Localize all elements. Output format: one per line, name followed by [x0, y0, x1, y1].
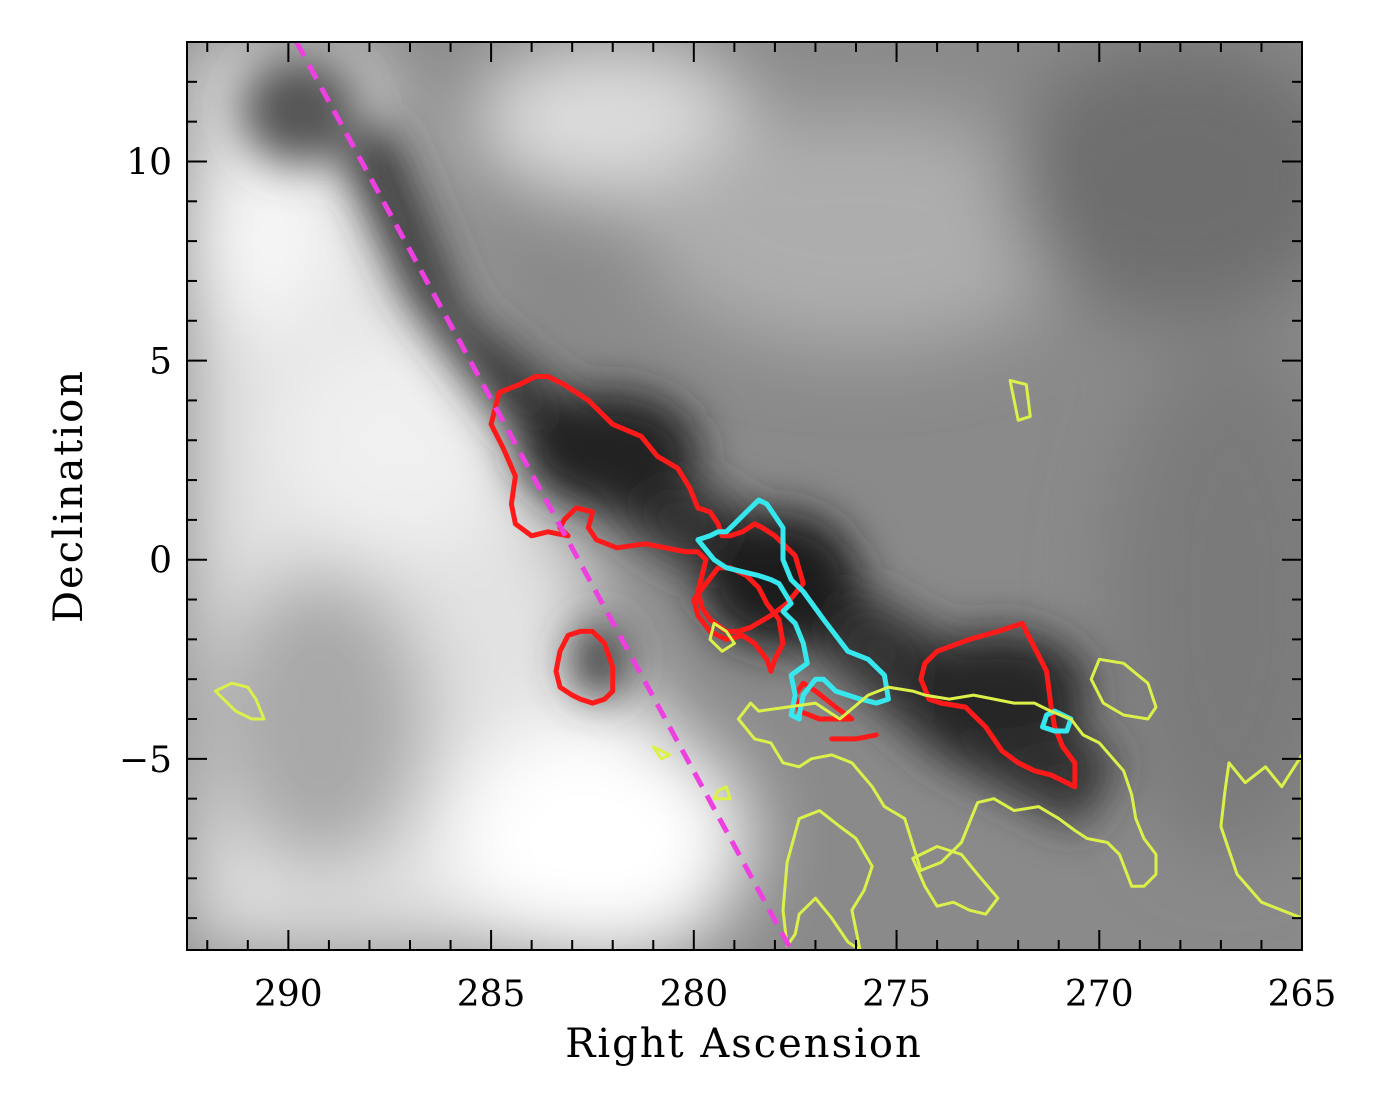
contour-13: [1219, 753, 1302, 920]
contour-9: [736, 685, 1158, 888]
contour-17: [1008, 379, 1032, 422]
x-axis: 290 285 280 275 270 265: [206, 42, 1337, 1015]
contour-18: [712, 785, 732, 801]
contour-11: [911, 845, 1000, 916]
x-tick-label: 275: [862, 974, 931, 1015]
y-tick-label: −5: [119, 740, 172, 781]
x-tick-label: 290: [254, 974, 323, 1015]
contour-14: [213, 681, 266, 721]
contour-16: [651, 745, 671, 761]
intensity-map: [187, 42, 1302, 950]
contour-5: [792, 680, 855, 722]
x-tick-label: 270: [1065, 974, 1134, 1015]
y-axis-title: Declination: [46, 369, 92, 623]
dashed-reference-line: [294, 42, 794, 950]
x-tick-label: 285: [457, 974, 526, 1015]
y-tick-label: 0: [149, 541, 172, 582]
x-tick-label: 280: [659, 974, 728, 1015]
y-tick-label: 10: [126, 142, 172, 183]
reference-line-layer: [294, 42, 794, 950]
contour-12: [1089, 657, 1158, 721]
contour-7: [695, 497, 891, 722]
contour-3: [553, 628, 616, 706]
plot-frame: [186, 41, 1303, 951]
y-tick-label: 5: [149, 342, 172, 383]
contour-15: [708, 621, 736, 653]
contour-6: [829, 732, 879, 742]
x-tick-label: 265: [1268, 974, 1337, 1015]
x-axis-title: Right Ascension: [565, 1021, 922, 1067]
y-axis: 10 5 0 −5: [119, 80, 1302, 920]
